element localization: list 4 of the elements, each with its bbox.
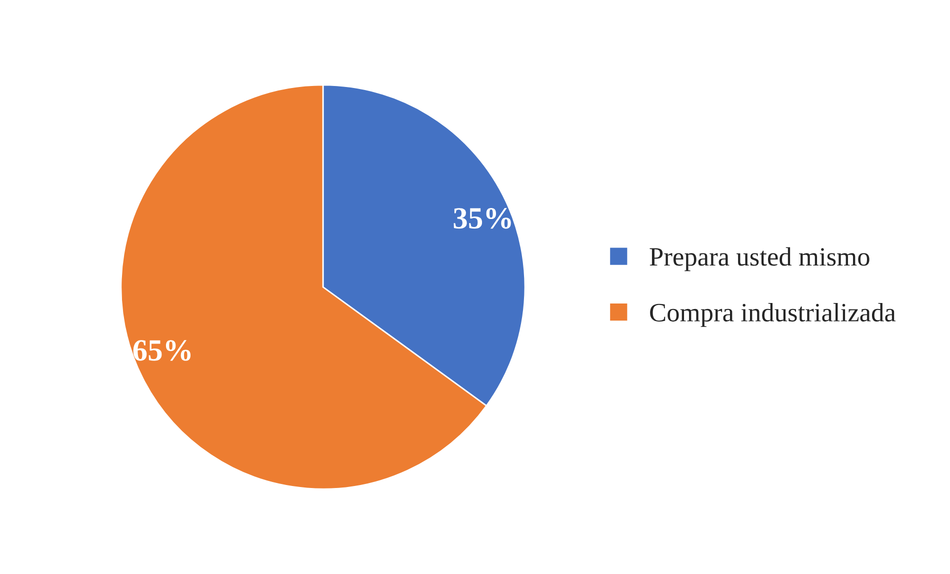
legend-label: Compra industrializada [650,302,896,327]
data-label: 35% [454,208,511,229]
data-label: 65% [133,340,191,361]
legend-label: Prepara usted mismo [650,247,870,272]
